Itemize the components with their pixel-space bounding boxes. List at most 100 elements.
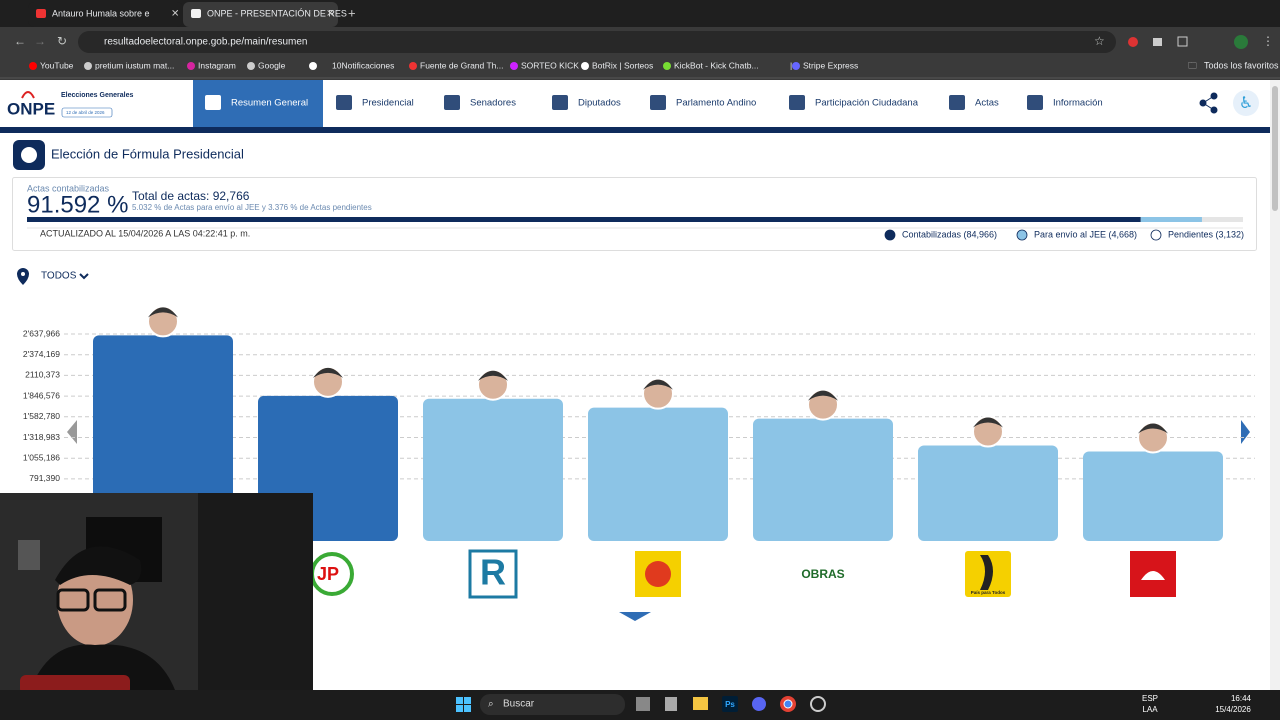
nav-icon[interactable] [552,95,568,110]
nav-icon[interactable] [650,95,666,110]
party-label: País para Todos [971,590,1006,595]
all-bookmarks[interactable]: Todos los favoritos [1204,60,1279,70]
nav-icon[interactable] [444,95,460,110]
y-tick-label: 2110,373 [25,370,60,380]
back[interactable]: ← [14,34,26,48]
candidate-photo [477,368,509,401]
app-icon[interactable] [752,697,766,711]
nav-icon[interactable] [949,95,965,110]
tab[interactable] [28,2,183,27]
bookmark[interactable]: Instagram [198,60,236,70]
pin [17,268,29,285]
nav-icon[interactable] [1027,95,1043,110]
bookmark-icon [663,62,671,70]
candidate-photo [1137,421,1169,454]
select-arrow[interactable] [619,612,651,621]
app-icon[interactable] [810,696,826,712]
bookmark[interactable]: | [790,60,792,70]
prev-arrow[interactable] [67,420,77,444]
bookmark-icon [581,62,589,70]
ext-icon[interactable] [1177,36,1188,47]
lang[interactable]: ESP [1142,694,1158,703]
layout[interactable]: LAA [1142,705,1158,714]
start[interactable] [456,697,471,712]
chart: 791,390 1'055,186 1'318,983 1'582,780 1'846,… [23,305,1255,599]
filter[interactable]: TODOS [41,271,77,282]
scrollbar [1270,80,1280,690]
search-box[interactable] [480,694,625,715]
nav-item[interactable]: Resumen General [231,98,308,109]
bookmark[interactable]: KickBot - Kick Chatb... [674,60,759,70]
bar [588,407,728,541]
nav-item[interactable]: Parlamento Andino [676,98,756,109]
y-tick-label: 2'637,966 [23,328,60,338]
date: 12 de abril de 2026 [66,110,105,115]
y-tick-label: 1'055,186 [23,452,60,462]
bookmark[interactable]: YouTube [40,60,74,70]
party-logo [645,561,671,587]
tab-icon [191,9,201,18]
menu[interactable]: ⋮ [1262,34,1274,48]
nav-item[interactable]: Participación Ciudadana [815,98,919,109]
reload[interactable]: ↻ [57,34,67,48]
nav-icon[interactable] [336,95,352,110]
bookmark-icon [309,62,317,70]
bookmark[interactable]: Google [258,60,286,70]
webcam-overlay [0,493,313,695]
legend-dot [884,229,896,241]
forward[interactable]: → [34,34,46,48]
next-arrow[interactable] [1241,420,1250,444]
nav-item[interactable]: Senadores [470,98,516,109]
accessibility[interactable] [1233,90,1259,116]
app-icon[interactable] [665,697,677,711]
date[interactable]: 15/4/2026 [1215,705,1251,714]
bar [423,398,563,541]
detail: 5.032 % de Actas para envío al JEE y 3.3… [132,203,372,212]
nav-item[interactable]: Presidencial [362,98,414,109]
chevron[interactable] [79,273,89,280]
tab[interactable] [183,2,338,27]
app-icon[interactable] [693,697,708,710]
tab-close[interactable]: ✕ [326,9,334,20]
search[interactable]: Buscar [503,699,535,710]
total: Total de actas: 92,766 [132,189,250,203]
candidate-hair [643,379,673,390]
star[interactable]: ☆ [1094,34,1105,48]
bar [753,418,893,541]
coat-of-arms [21,147,37,163]
ext-icon[interactable] [1128,37,1138,47]
omnibox[interactable] [78,31,1116,53]
candidate-hair [973,417,1003,428]
bookmark[interactable]: Fuente de Grand Th... [420,60,503,70]
bar [1083,451,1223,541]
accessibility-icon[interactable]: ♿ [1239,95,1253,112]
bookmark[interactable]: 10Notificaciones [332,60,394,70]
candidate-photo [807,388,839,421]
time[interactable]: 16:44 [1231,694,1252,703]
nav-icon[interactable] [205,95,221,110]
app-icon[interactable] [722,696,738,712]
y-tick-label: 2'374,169 [23,349,60,359]
tab-icon [36,9,46,18]
bookmark[interactable]: BotRix | Sorteos [592,60,653,70]
party-logo [468,549,518,599]
bookmark-icon [84,62,92,70]
app-icon[interactable] [636,697,650,711]
nav-item[interactable]: Actas [975,98,999,109]
bookmark-icon [187,62,195,70]
new-tab[interactable]: + [348,5,356,20]
share[interactable] [1199,92,1218,114]
ext-icon[interactable] [1153,38,1162,46]
bookmark[interactable]: pretium iustum mat... [95,60,174,70]
pin [21,272,25,276]
scroll-thumb[interactable] [1272,86,1278,211]
profile[interactable] [1234,35,1248,49]
bookmark[interactable]: SORTEO KICK [521,60,579,70]
nav-item[interactable]: Diputados [578,98,621,109]
nav-item[interactable]: Información [1053,98,1103,109]
bookmark[interactable]: Stripe Express [803,60,858,70]
tab-close[interactable]: ✕ [171,9,179,20]
nav-icon[interactable] [789,95,805,110]
y-tick-label: 1'318,983 [23,432,60,442]
